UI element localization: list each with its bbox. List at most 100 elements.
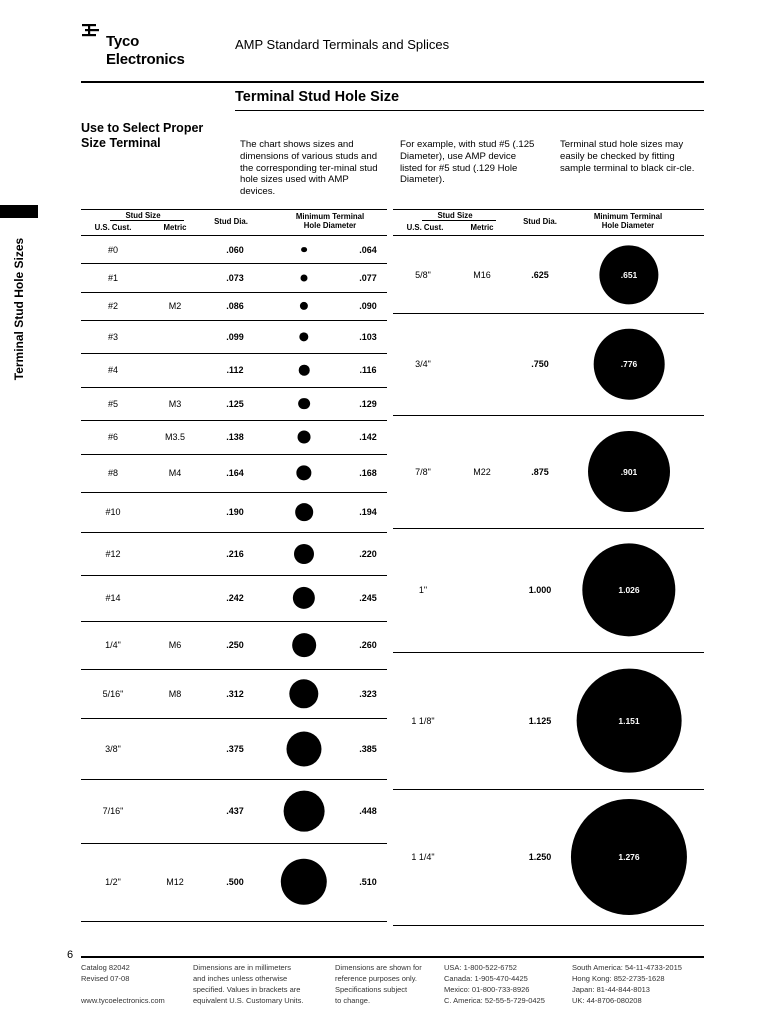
left-row-divider	[81, 843, 387, 844]
right-row-divider	[393, 313, 704, 314]
left-row-divider	[81, 492, 387, 493]
right-metric-cell: M16	[473, 269, 491, 280]
right-header-us-cust: U.S. Cust.	[406, 223, 444, 232]
right-hole-circle	[582, 543, 676, 637]
left-row-divider	[81, 387, 387, 388]
left-us-cust-cell: 1/2"	[105, 877, 121, 887]
left-stud-dia-cell: .086	[226, 301, 244, 311]
brand-name: Tyco Electronics	[106, 33, 185, 69]
right-header-min-hole: Minimum Terminal Hole Diameter	[578, 212, 678, 230]
left-row-divider	[81, 420, 387, 421]
left-hole-circle	[300, 274, 308, 281]
left-hole-circle	[292, 633, 316, 657]
select-heading: Use to Select Proper Size Terminal	[81, 121, 204, 150]
footer-line: reference purposes only.	[335, 974, 417, 983]
right-us-cust-cell: 1 1/8"	[411, 715, 435, 726]
left-header-stud-dia: Stud Dia.	[214, 217, 248, 226]
right-hole-circle	[599, 244, 659, 305]
right-row-divider	[393, 415, 704, 416]
footer-col-5: South America: 54-11-4733-2015 Hong Kong…	[572, 962, 682, 1006]
right-us-cust-cell: 1 1/4"	[411, 852, 435, 862]
left-us-cust-cell: 5/16"	[102, 688, 124, 699]
right-header-min-hole-line1: Minimum Terminal	[593, 212, 663, 221]
left-row-divider	[81, 292, 387, 293]
left-metric-cell: M3.5	[164, 432, 186, 442]
footer-col-4: USA: 1-800-522-6752 Canada: 1-905-470-44…	[444, 962, 545, 1006]
left-metric-cell: M8	[168, 688, 182, 699]
left-stud-dia-cell: .125	[226, 398, 244, 409]
right-header-stud-size: Stud Size	[437, 211, 473, 220]
left-header-us-cust: U.S. Cust.	[94, 223, 132, 232]
right-hole-circle	[576, 668, 682, 773]
right-stud-dia-cell: 1.000	[528, 585, 552, 595]
left-row-divider	[81, 532, 387, 533]
left-row-divider	[81, 779, 387, 780]
footer-line: Dimensions are shown for	[335, 963, 422, 972]
intro-col-2: For example, with stud #5 (.125 Diameter…	[400, 139, 535, 186]
left-row-divider	[81, 718, 387, 719]
footer-line: C. America: 52-55-5-729-0425	[444, 996, 545, 1005]
brand-line-1: Tyco	[106, 33, 140, 50]
right-us-cust-cell: 7/8"	[415, 466, 431, 477]
left-us-cust-cell: #10	[105, 507, 121, 517]
section-rule	[235, 110, 704, 111]
footer-line: South America: 54-11-4733-2015	[572, 963, 682, 972]
right-hole-circle	[588, 430, 670, 513]
left-hole-circle	[283, 790, 325, 832]
right-us-cust-cell: 3/4"	[415, 359, 431, 369]
left-stud-dia-cell: .216	[226, 548, 244, 559]
right-hole-dia-label: .776	[620, 359, 638, 369]
left-hole-dia-cell: .385	[359, 743, 377, 754]
left-hole-dia-cell: .064	[359, 244, 377, 255]
left-us-cust-cell: #6	[107, 432, 119, 442]
left-us-cust-cell: 3/8"	[105, 743, 121, 754]
left-stud-dia-cell: .312	[226, 688, 244, 699]
left-us-cust-cell: #2	[107, 301, 119, 311]
left-us-cust-cell: #5	[107, 398, 119, 409]
left-table-top-rule	[81, 209, 387, 210]
left-metric-cell: M6	[168, 640, 182, 650]
left-stud-dia-cell: .138	[226, 432, 244, 442]
left-hole-dia-cell: .194	[359, 507, 377, 517]
right-hole-dia-label: .901	[620, 466, 638, 477]
left-stud-dia-cell: .112	[226, 365, 244, 375]
left-row-divider	[81, 669, 387, 670]
right-hole-circle	[593, 328, 665, 400]
right-header-stud-dia: Stud Dia.	[523, 217, 557, 226]
left-metric-cell: M4	[168, 468, 182, 478]
left-hole-dia-cell: .448	[359, 806, 377, 816]
right-hole-dia-label: .651	[620, 269, 638, 280]
right-stud-dia-cell: 1.250	[528, 852, 552, 862]
left-stud-dia-cell: .164	[226, 468, 244, 478]
left-stud-dia-cell: .375	[226, 743, 244, 754]
left-row-divider	[81, 263, 387, 264]
left-us-cust-cell: 1/4"	[105, 640, 121, 650]
footer-col-1: Catalog 82042 Revised 07-08 www.tycoelec…	[81, 962, 165, 1006]
left-metric-cell: M2	[168, 301, 182, 311]
left-metric-cell: M3	[168, 398, 182, 409]
left-hole-dia-cell: .129	[359, 398, 377, 409]
left-stud-dia-cell: .073	[226, 272, 244, 283]
footer-line: Mexico: 01-800-733-8926	[444, 985, 530, 994]
footer-line: specified. Values in brackets are	[193, 985, 301, 994]
footer-line: to change.	[335, 996, 371, 1005]
left-stud-dia-cell: .099	[226, 331, 244, 342]
footer-line: Canada: 1-905-470-4425	[444, 974, 528, 983]
footer-line: Revised 07-08	[81, 974, 130, 983]
left-header-stud-size-underline	[110, 220, 184, 221]
brand-line-2: Electronics	[106, 51, 185, 68]
right-hole-dia-label: 1.151	[618, 715, 640, 726]
right-hole-circle	[570, 798, 688, 916]
left-row-divider	[81, 621, 387, 622]
right-header-metric: Metric	[470, 223, 494, 232]
left-hole-circle	[297, 430, 311, 444]
right-row-divider	[393, 925, 704, 926]
left-hole-circle	[293, 543, 315, 564]
footer-website-link[interactable]: www.tycoelectronics.com	[81, 996, 165, 1005]
left-hole-dia-cell: .220	[359, 548, 377, 559]
left-header-stud-size: Stud Size	[125, 211, 161, 220]
header-title: AMP Standard Terminals and Splices	[235, 37, 450, 52]
right-row-divider	[393, 652, 704, 653]
left-hole-circle	[298, 397, 310, 410]
header-rule	[81, 81, 704, 83]
